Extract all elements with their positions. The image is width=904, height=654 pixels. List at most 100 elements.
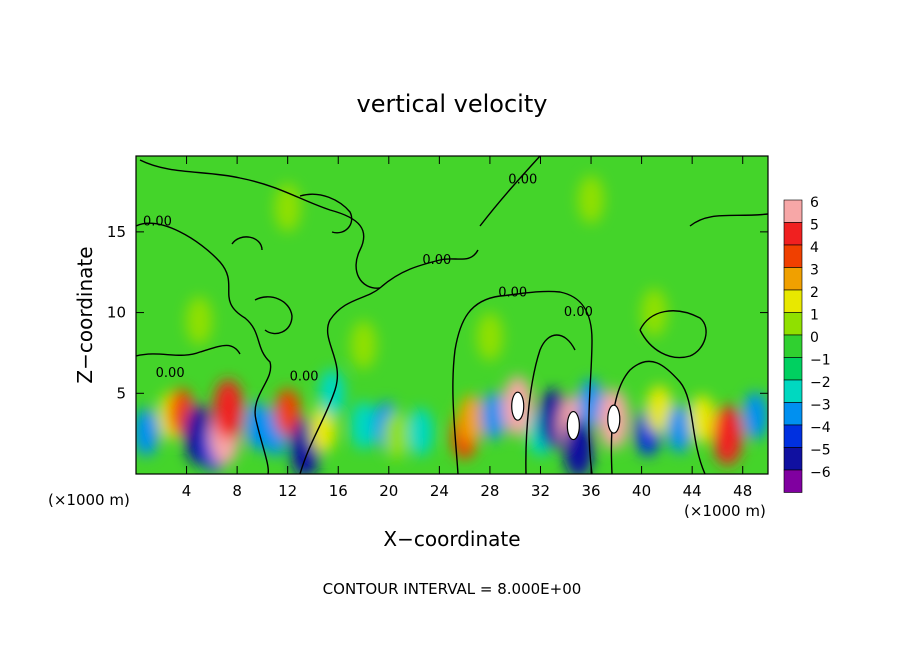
velocity-cell-18: [457, 395, 484, 444]
colorbar-label-9: −3: [810, 398, 831, 414]
x-axis-ticks: 4 8 12 16 20 24 28 32 36 40 44 48: [182, 156, 752, 500]
x-tick-label-5: 24: [430, 482, 449, 500]
velocity-cell-0: [136, 408, 160, 457]
contour-line-2: [299, 287, 381, 474]
x-tick-label-6: 28: [480, 482, 499, 500]
velocity-cell-6: [213, 379, 244, 440]
closed-contour-2: [566, 410, 580, 441]
velocity-cell-30: [689, 395, 716, 444]
colorbar-label-1: 5: [810, 218, 819, 234]
contour-label-1: 0.00: [156, 366, 185, 381]
x-unit-right: (×1000 m): [684, 502, 766, 520]
velocity-cell-38: [578, 175, 605, 224]
x-tick-label-7: 32: [531, 482, 550, 500]
x-tick-label-4: 20: [379, 482, 398, 500]
colorbar-swatch-12: [783, 469, 803, 493]
velocity-cell-33: [186, 296, 213, 345]
colorbar-label-10: −4: [810, 420, 831, 436]
contour-label-3: 0.00: [422, 253, 451, 268]
colorbar-label-3: 3: [810, 263, 819, 279]
contour-line-7: [525, 334, 576, 474]
contour-line-13: [254, 296, 293, 335]
colorbar-swatch-9: [783, 402, 803, 426]
x-axis-label: X−coordinate: [383, 527, 520, 551]
colorbar-label-5: 1: [810, 308, 819, 324]
contour-interval-footer: CONTOUR INTERVAL = 8.000E+00: [323, 580, 582, 598]
velocity-cell-9: [274, 388, 301, 437]
x-tick-label-9: 40: [632, 482, 651, 500]
contour-line-12: [231, 236, 263, 251]
colorbar-label-2: 4: [810, 240, 819, 256]
y-axis-label: Z−coordinate: [73, 246, 97, 383]
colorbar: 6 5 4 3 2 1 0 −1 −2 −3 −4 −5 −6: [783, 195, 831, 493]
colorbar-swatch-1: [783, 222, 803, 246]
colorbar-label-11: −5: [810, 443, 831, 459]
contour-line-6: [452, 290, 593, 474]
y-tick-label-1: 10: [107, 304, 126, 322]
colorbar-swatch-6: [783, 334, 803, 358]
velocity-cell-19: [480, 391, 507, 440]
velocity-cell-25: [578, 378, 605, 427]
contour-label-0: 0.00: [143, 214, 172, 229]
contour-line-3: [379, 249, 479, 289]
colorbar-label-12: −6: [810, 465, 831, 481]
contour-line-10: [689, 213, 768, 227]
x-tick-label-10: 44: [683, 482, 702, 500]
x-tick-label-0: 4: [182, 482, 192, 500]
velocity-cell-28: [646, 385, 673, 434]
contour-line-5: [139, 159, 381, 289]
velocity-field: [136, 175, 768, 474]
closed-contour-1: [607, 404, 621, 434]
y-axis-ticks: 5 10 15: [107, 223, 768, 402]
colorbar-swatch-2: [783, 244, 803, 268]
velocity-cell-16: [407, 408, 434, 457]
contour-label-4: 0.00: [498, 285, 527, 300]
plot-frame: [135, 155, 769, 475]
colorbar-swatch-10: [783, 424, 803, 448]
contour-label-6: 0.00: [564, 305, 593, 320]
colorbar-swatch-0: [783, 199, 803, 223]
contour-line-11: [299, 193, 353, 234]
velocity-cell-34: [350, 320, 377, 369]
colorbar-swatch-4: [783, 289, 803, 313]
y-tick-label-0: 5: [116, 384, 126, 402]
y-tick-label-2: 15: [107, 223, 126, 241]
velocity-cell-35: [476, 312, 503, 361]
contour-line-9: [639, 310, 707, 359]
x-tick-label-11: 48: [733, 482, 752, 500]
colorbar-label-7: −1: [810, 353, 831, 369]
contour-labels: 0.00 0.00 0.00 0.00 0.00 0.00 0.00: [143, 172, 593, 384]
velocity-cell-15: [383, 411, 410, 460]
x-tick-label-3: 16: [329, 482, 348, 500]
contour-label-5: 0.00: [508, 172, 537, 187]
colorbar-swatch-11: [783, 447, 803, 471]
contour-line-1: [136, 344, 241, 357]
x-tick-label-2: 12: [278, 482, 297, 500]
colorbar-label-6: 0: [810, 330, 819, 346]
x-tick-label-1: 8: [232, 482, 242, 500]
closed-contour-0: [511, 391, 525, 421]
velocity-cell-36: [641, 288, 668, 337]
velocity-cell-13: [350, 401, 377, 450]
chart-title: vertical velocity: [357, 90, 548, 118]
contour-line-4: [479, 156, 541, 227]
velocity-cell-29: [666, 404, 693, 453]
contour-label-2: 0.00: [290, 369, 319, 384]
velocity-cell-32: [742, 391, 768, 440]
colorbar-label-4: 2: [810, 285, 819, 301]
colorbar-label-0: 6: [810, 195, 819, 211]
colorbar-swatch-7: [783, 357, 803, 381]
colorbar-swatch-3: [783, 267, 803, 291]
x-tick-label-8: 36: [581, 482, 600, 500]
colorbar-swatch-8: [783, 379, 803, 403]
velocity-cell-37: [274, 183, 301, 232]
velocity-cell-12: [318, 369, 345, 418]
plot-area: 0.00 0.00 0.00 0.00 0.00 0.00 0.00: [135, 155, 769, 475]
zero-contour-lines: [136, 156, 768, 474]
colorbar-label-8: −2: [810, 375, 831, 391]
colorbar-swatch-5: [783, 312, 803, 336]
velocity-cell-31: [712, 405, 743, 466]
contour-line-0: [136, 222, 272, 474]
x-unit-left: (×1000 m): [48, 491, 130, 509]
